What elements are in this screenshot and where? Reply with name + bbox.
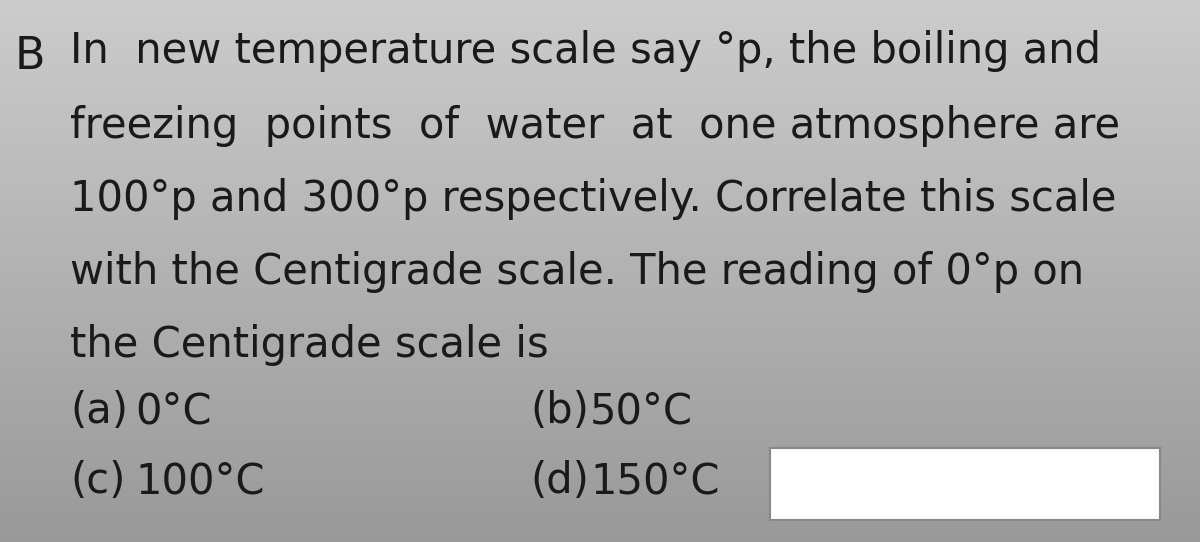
FancyBboxPatch shape xyxy=(770,448,1160,520)
Text: (b): (b) xyxy=(530,390,589,432)
Text: 50°C: 50°C xyxy=(590,390,694,432)
Text: freezing  points  of  water  at  one atmosphere are: freezing points of water at one atmosphe… xyxy=(70,105,1120,147)
Text: 100°C: 100°C xyxy=(134,460,264,502)
Text: (d): (d) xyxy=(530,460,589,502)
Text: In  new temperature scale say °p, the boiling and: In new temperature scale say °p, the boi… xyxy=(70,30,1102,72)
Text: B: B xyxy=(14,35,46,78)
Text: the Centigrade scale is: the Centigrade scale is xyxy=(70,324,548,366)
Text: (c): (c) xyxy=(70,460,125,502)
Text: 0°C: 0°C xyxy=(134,390,211,432)
Text: (a): (a) xyxy=(70,390,128,432)
Text: with the Centigrade scale. The reading of 0°p on: with the Centigrade scale. The reading o… xyxy=(70,251,1084,293)
Text: 100°p and 300°p respectively. Correlate this scale: 100°p and 300°p respectively. Correlate … xyxy=(70,178,1116,220)
Text: 150°C: 150°C xyxy=(590,460,720,502)
